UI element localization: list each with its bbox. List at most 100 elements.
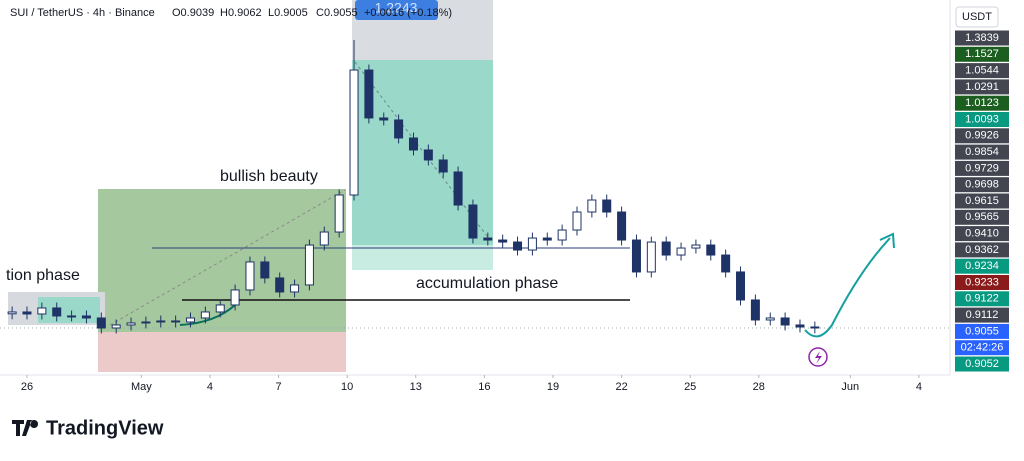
price-label-box — [955, 144, 1009, 160]
peak-label: 1.2243 — [375, 0, 418, 16]
x-tick-label: 25 — [684, 381, 696, 393]
candle-body — [631, 239, 641, 273]
candle-body — [483, 237, 493, 241]
price-label: 1.0123 — [965, 97, 999, 109]
candle-body — [602, 199, 612, 213]
candle-body — [646, 241, 656, 273]
alert-bolt — [815, 351, 822, 364]
x-tick-label: May — [131, 381, 152, 393]
trend-dotted — [354, 61, 491, 241]
candle-body — [319, 231, 329, 246]
price-label-box — [955, 63, 1009, 79]
price-label: 0.9729 — [965, 162, 999, 174]
price-label-box — [955, 242, 1009, 258]
price-label: 0.9122 — [965, 293, 999, 305]
price-label-box — [955, 307, 1009, 323]
price-label: 0.9362 — [965, 244, 999, 256]
price-label-box — [955, 79, 1009, 95]
candle-body — [141, 321, 151, 324]
price-label: 1.1527 — [965, 48, 999, 60]
price-label: 0.9854 — [965, 146, 999, 158]
candle-body — [661, 241, 671, 256]
candle-body — [111, 324, 121, 329]
candle-body — [230, 289, 240, 306]
arrow-head — [879, 232, 895, 249]
candle-body — [527, 237, 537, 251]
currency-button[interactable] — [955, 6, 999, 28]
forecast-arrow — [804, 237, 891, 338]
candle-body — [52, 307, 62, 317]
price-label-box — [955, 226, 1009, 242]
candle-body — [171, 320, 181, 323]
candle-body — [736, 271, 746, 301]
candle-body — [557, 229, 567, 241]
price-label: 0.9112 — [966, 309, 999, 321]
annotation: accumulation phase — [416, 275, 558, 292]
candle-body — [423, 149, 433, 161]
ohlc-close: C0.9055 — [316, 7, 358, 19]
price-label: 0.9926 — [965, 130, 999, 142]
candle-body — [245, 261, 255, 291]
price-label-box — [955, 291, 1009, 307]
x-tick-label: 16 — [478, 381, 490, 393]
price-label: 0.9234 — [965, 260, 999, 272]
drawings — [0, 0, 950, 372]
candle-body — [7, 311, 17, 315]
price-label: 02:42:26 — [961, 342, 1004, 354]
price-label-box — [955, 209, 1009, 225]
price-label: 0.9565 — [965, 211, 999, 223]
candle-body — [275, 277, 285, 293]
x-tick-label: 19 — [547, 381, 559, 393]
brand: TradingView — [46, 417, 164, 439]
small-profit-zone — [38, 297, 100, 323]
price-label-box — [955, 258, 1009, 274]
x-tick-label: Jun — [841, 381, 859, 393]
stop-zone — [98, 332, 346, 372]
ohlc-open: O0.9039 — [172, 7, 214, 19]
profit-zone-base — [352, 245, 493, 270]
candle-body — [542, 237, 552, 241]
candle-body — [587, 199, 597, 213]
candle-body — [156, 320, 166, 323]
candle-body — [126, 322, 136, 326]
candle-body — [795, 324, 805, 328]
x-tick-label: 13 — [410, 381, 422, 393]
candle-body — [260, 261, 270, 279]
candle-body — [676, 247, 686, 256]
peak-label-box — [355, 0, 438, 20]
candle-body — [349, 69, 359, 196]
price-label: 1.0093 — [965, 113, 999, 125]
price-label-box — [955, 30, 1009, 46]
candle-body — [334, 194, 344, 233]
x-tick-label: 4 — [207, 381, 213, 393]
candle-body — [617, 211, 627, 241]
candle-body — [498, 239, 508, 243]
annotation: bullish beauty — [220, 168, 318, 185]
candle-body — [186, 317, 196, 323]
candles — [7, 40, 820, 334]
candle-body — [200, 311, 210, 319]
alert-icon[interactable] — [808, 347, 828, 367]
candle-body — [780, 317, 790, 326]
currency: USDT — [962, 11, 992, 23]
candle-body — [706, 244, 716, 256]
x-tick-label: 4 — [916, 381, 922, 393]
curve — [179, 304, 236, 326]
price-label-box — [955, 160, 1009, 176]
price-label-box — [955, 323, 1009, 339]
ohlc-high: H0.9062 — [220, 7, 262, 19]
candle-body — [290, 284, 300, 293]
price-label: 0.9055 — [965, 325, 999, 337]
candle-body — [304, 244, 314, 286]
candle-body — [96, 317, 106, 329]
price-label-box — [955, 340, 1009, 356]
x-tick-label: 7 — [275, 381, 281, 393]
candle-body — [468, 204, 478, 239]
candle-body — [453, 171, 463, 206]
candle-body — [215, 304, 225, 313]
price-label-box — [955, 95, 1009, 111]
candle-body — [37, 307, 47, 315]
candle-body — [691, 244, 701, 249]
price-label-box — [955, 112, 1009, 127]
price-label: 0.9233 — [965, 276, 999, 288]
